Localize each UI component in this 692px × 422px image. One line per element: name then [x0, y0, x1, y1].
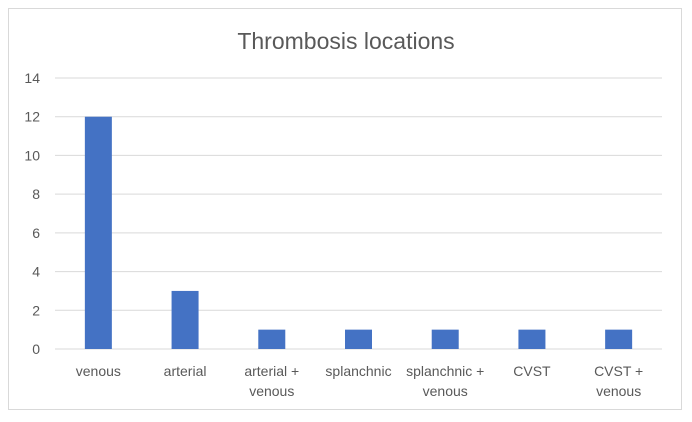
x-category-label: venous [76, 363, 121, 379]
y-tick-label: 10 [24, 147, 40, 163]
x-category-label: CVST [513, 363, 551, 379]
y-tick-label: 2 [32, 302, 40, 318]
x-category-label: venous [249, 383, 294, 399]
x-category-label: venous [423, 383, 468, 399]
x-category-label: arterial + [244, 363, 299, 379]
y-tick-label: 6 [32, 225, 40, 241]
x-category-label: arterial [164, 363, 207, 379]
bar-0 [84, 116, 112, 349]
y-axis-ticks: 0 2 4 6 8 10 12 14 [24, 70, 40, 357]
x-category-label: CVST + [594, 363, 643, 379]
x-category-label: splanchnic + [406, 363, 484, 379]
bar-1 [171, 290, 199, 349]
bars [84, 116, 633, 349]
y-tick-label: 4 [32, 264, 40, 280]
x-category-label: venous [596, 383, 641, 399]
bar-2 [258, 329, 286, 349]
y-tick-label: 0 [32, 341, 40, 357]
x-category-label: splanchnic [325, 363, 391, 379]
y-tick-label: 14 [24, 70, 40, 86]
bar-4 [431, 329, 459, 349]
bar-6 [605, 329, 633, 349]
y-tick-label: 12 [24, 109, 40, 125]
x-axis-categories: venous arterial arterial + venous splanchnic… [76, 363, 643, 399]
gridlines [55, 77, 662, 350]
bar-3 [345, 329, 372, 349]
bar-5 [518, 329, 546, 349]
y-tick-label: 8 [32, 186, 40, 202]
chart-title: Thrombosis locations [237, 28, 454, 54]
